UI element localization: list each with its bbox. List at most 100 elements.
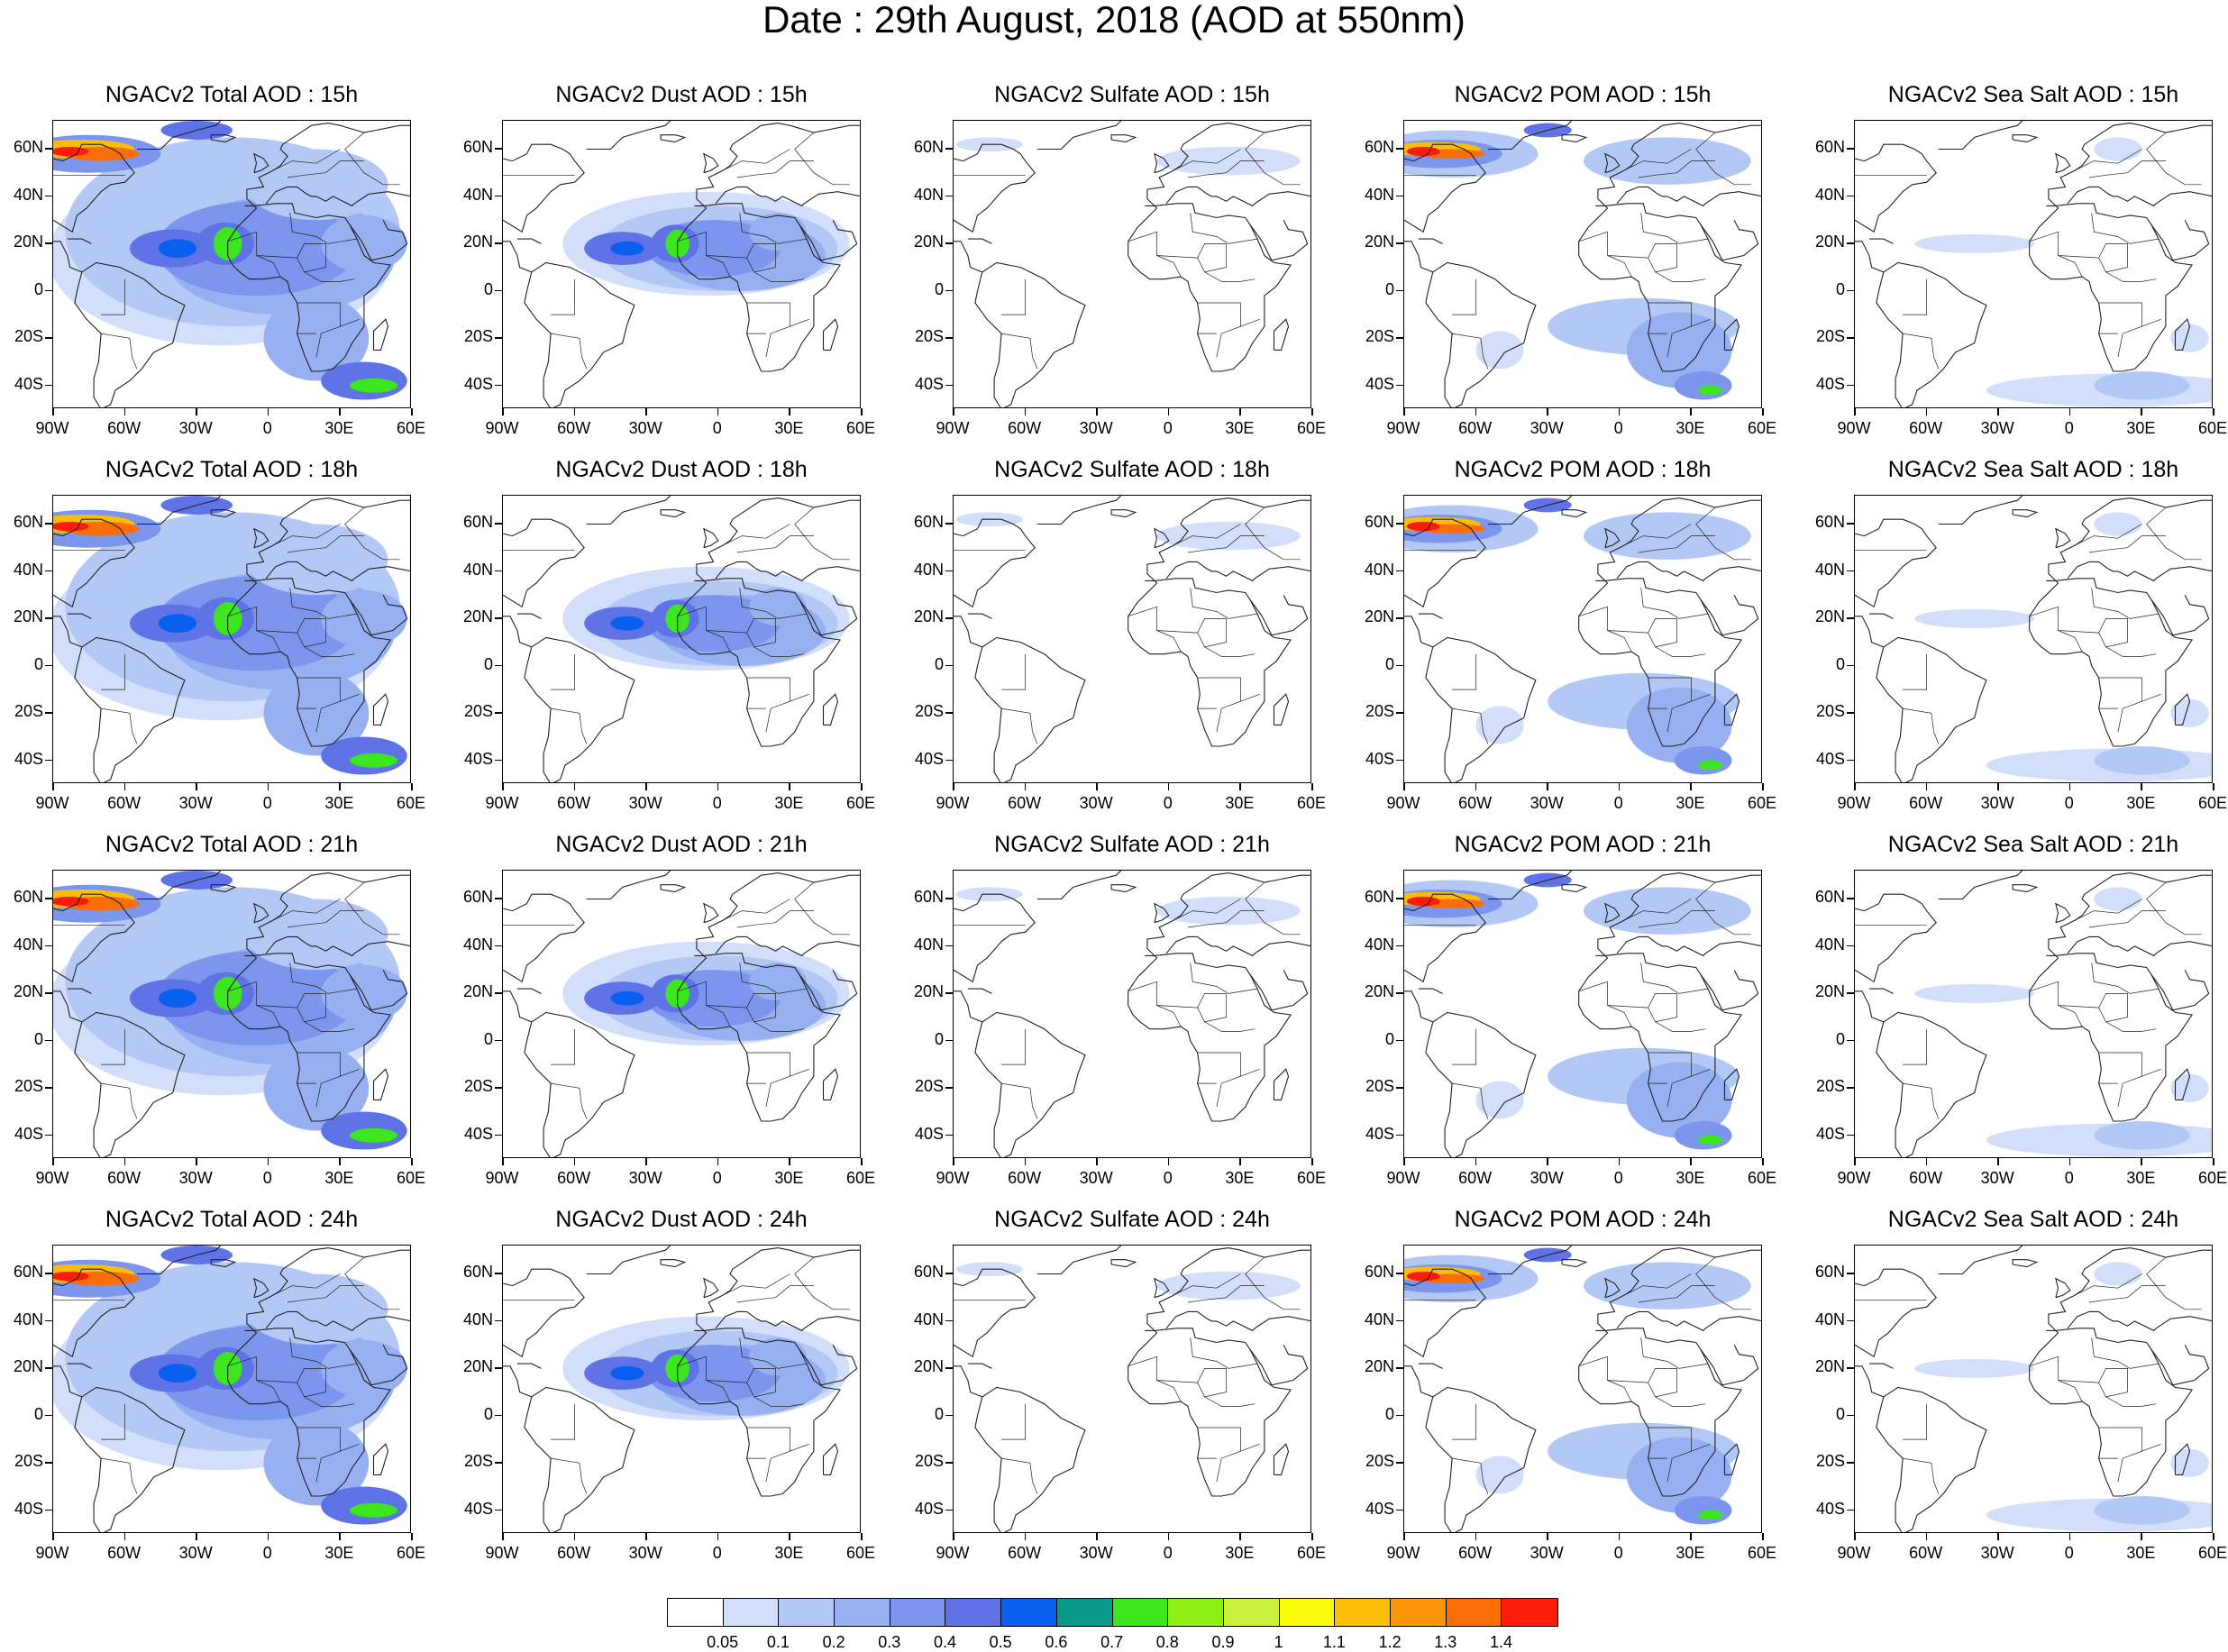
coastline: [2029, 578, 2194, 747]
aod-contour: [158, 239, 197, 259]
lat-tick-label: 60N: [913, 138, 944, 157]
lat-tick-label: 60N: [462, 1263, 493, 1282]
aod-contour: [350, 378, 398, 393]
lon-tick-label: 60W: [1909, 419, 1943, 437]
lat-tick-label: 0: [934, 1029, 944, 1048]
coastline: [1561, 509, 1588, 518]
aod-contour: [1156, 1271, 1301, 1301]
colorbar-swatch: [1446, 1599, 1502, 1626]
lon-tick-mark: [789, 1533, 790, 1540]
aod-contour: [1475, 1456, 1524, 1494]
country-border: [2058, 630, 2083, 653]
lon-tick-label: 90W: [936, 1169, 970, 1187]
lon-tick-label: 30W: [1529, 794, 1564, 812]
country-border: [1187, 1285, 1265, 1303]
aod-contour: [2094, 746, 2190, 775]
coastline: [1938, 496, 2023, 525]
aod-contour: [1584, 137, 1751, 185]
lon-tick-label: 90W: [485, 794, 519, 812]
panel-title: NGACv2 Sulfate AOD : 24h: [994, 1207, 1270, 1232]
lat-tick-label: 40S: [14, 749, 43, 768]
lon-tick-mark: [573, 783, 576, 790]
coastline: [503, 143, 585, 233]
coastline: [586, 871, 671, 900]
lat-tick-label: 0: [483, 279, 493, 298]
aod-contour: [1406, 521, 1440, 532]
country-border: [1245, 132, 1301, 186]
lat-tick-mark: [1847, 992, 1854, 994]
country-border: [2141, 1443, 2161, 1452]
lon-tick-mark: [717, 1533, 719, 1540]
lat-tick-mark: [945, 337, 953, 339]
lon-tick-mark: [502, 1533, 504, 1540]
country-border: [287, 160, 364, 178]
lat-tick-mark: [1396, 570, 1403, 572]
coastline: [349, 1344, 408, 1386]
coastline: [1487, 1246, 1573, 1275]
lon-tick-label: 60E: [396, 419, 426, 437]
coastline: [974, 261, 1086, 407]
coastline: [1418, 238, 1443, 244]
lon-tick-mark: [953, 1533, 954, 1540]
country-border: [1197, 302, 1241, 358]
lon-tick-mark: [953, 408, 954, 415]
lat-tick-mark: [1847, 1087, 1854, 1089]
lon-tick-mark: [1096, 408, 1098, 415]
country-border: [1156, 630, 1182, 653]
coastline: [524, 636, 635, 782]
lon-tick-label: 90W: [35, 1544, 69, 1562]
coastline: [136, 1246, 222, 1275]
lat-tick-label: 0: [33, 1404, 43, 1423]
coastline: [136, 121, 222, 151]
coastline: [1723, 318, 1740, 351]
aod-map: [1404, 871, 1761, 1157]
lon-tick-mark: [1997, 1158, 1999, 1165]
country-border: [1648, 632, 1706, 657]
country-border: [2091, 963, 2160, 994]
lon-tick-mark: [267, 1158, 269, 1165]
coastline: [967, 988, 992, 994]
lon-tick-mark: [2213, 1158, 2214, 1165]
lon-tick-label: 60W: [1458, 1544, 1493, 1562]
lat-tick-mark: [1847, 617, 1854, 619]
lat-tick-mark: [1396, 195, 1403, 197]
colorbar-label: 1.4: [1489, 1633, 1513, 1651]
lat-tick-mark: [495, 898, 502, 899]
lat-tick-label: 20N: [462, 1357, 493, 1376]
lat-tick-label: 60N: [462, 888, 493, 907]
lon-tick-label: 60E: [2197, 419, 2228, 437]
country-border: [1640, 1337, 1709, 1369]
lon-tick-label: 60W: [557, 794, 591, 812]
country-border: [1691, 693, 1711, 702]
map-area: [52, 870, 411, 1158]
colorbar-label: 0.1: [766, 1633, 790, 1651]
coastline: [1561, 1259, 1588, 1268]
country-border: [722, 1273, 790, 1296]
colorbar-label: 0.7: [1100, 1633, 1124, 1651]
country-border: [256, 630, 281, 653]
lat-tick-mark: [945, 759, 953, 762]
country-border: [287, 1285, 364, 1303]
aod-map: [53, 496, 410, 782]
lat-tick-label: 40N: [913, 935, 944, 954]
country-border: [101, 1457, 138, 1494]
lat-tick-mark: [495, 337, 502, 339]
lat-tick-label: 40S: [914, 1499, 944, 1518]
coastline: [694, 497, 860, 581]
coastline: [210, 134, 237, 143]
panel-title: NGACv2 Sulfate AOD : 21h: [994, 832, 1270, 857]
lat-tick-mark: [945, 945, 953, 947]
country-border: [1638, 535, 1715, 553]
map-area: [1403, 870, 1762, 1158]
map-area: [953, 495, 1311, 783]
lon-tick-mark: [1762, 783, 1764, 790]
country-border: [287, 910, 364, 928]
lat-tick-mark: [45, 195, 52, 197]
lon-tick-label: 90W: [936, 419, 970, 437]
lon-tick-mark: [196, 783, 197, 790]
lat-tick-mark: [945, 664, 953, 667]
lon-tick-label: 60E: [1296, 419, 1327, 437]
country-border: [1691, 1068, 1711, 1077]
lat-tick-mark: [1396, 759, 1403, 762]
coastline: [2046, 872, 2212, 956]
